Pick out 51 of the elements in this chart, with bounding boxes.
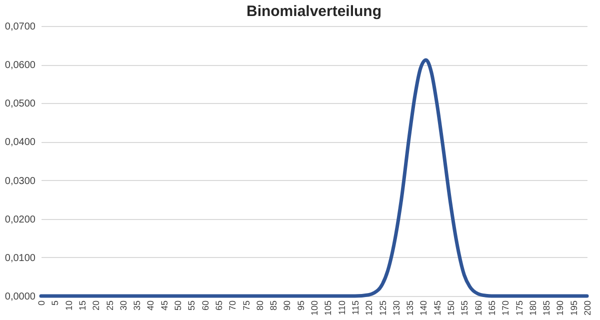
x-tick-label: 40 (146, 300, 156, 311)
x-tick-label: 135 (405, 300, 416, 316)
y-tick-label: 0,0300 (4, 176, 36, 187)
x-tick-label: 90 (282, 300, 292, 311)
y-tick-label: 0,0700 (4, 22, 36, 32)
x-tick-label: 75 (241, 300, 252, 311)
y-tick-label: 0,0100 (4, 252, 36, 264)
x-tick-label: 0 (36, 300, 46, 306)
x-tick-label: 100 (310, 300, 320, 316)
y-tick-label: 0,0400 (4, 137, 36, 148)
x-tick-label: 115 (350, 300, 360, 315)
x-tick-label: 50 (173, 300, 183, 311)
x-tick-label: 185 (542, 300, 552, 316)
x-tick-label: 30 (118, 300, 128, 311)
x-tick-label: 45 (159, 300, 170, 311)
x-tick-label: 120 (364, 300, 374, 316)
x-tick-label: 5 (50, 300, 60, 306)
x-tick-label: 180 (528, 300, 538, 316)
x-tick-label: 10 (64, 300, 74, 311)
y-tick-label: 0,0600 (4, 60, 36, 72)
x-tick-label: 170 (500, 300, 511, 316)
y-tick-label: 0,0500 (4, 98, 36, 110)
x-tick-label: 160 (473, 300, 484, 316)
x-tick-label: 145 (432, 300, 442, 316)
x-tick-label: 130 (391, 300, 402, 316)
line-series (39, 58, 589, 298)
y-tick-label: 0,0200 (4, 214, 36, 226)
x-tick-label: 105 (323, 300, 334, 316)
x-tick-label: 195 (568, 300, 579, 316)
x-tick-label: 20 (91, 300, 102, 311)
x-tick-label: 140 (418, 300, 429, 316)
x-tick-label: 15 (77, 300, 88, 311)
x-tick-label: 55 (186, 300, 197, 311)
x-tick-label: 60 (200, 300, 210, 311)
x-tick-label: 200 (582, 300, 592, 316)
x-tick-label: 85 (268, 300, 279, 311)
x-tick-label: 165 (486, 300, 497, 316)
x-tick-label: 155 (460, 300, 470, 316)
x-tick-label: 70 (228, 300, 238, 311)
x-tick-label: 190 (555, 300, 566, 316)
x-tick-label: 125 (378, 300, 388, 316)
x-tick-label: 25 (104, 300, 115, 311)
y-tick-label: 0,0000 (4, 292, 36, 302)
chart-title: Binomialverteilung (246, 3, 382, 20)
x-tick-label: 35 (132, 300, 142, 311)
x-tick-label: 150 (446, 300, 456, 316)
x-tick-label: 110 (336, 300, 347, 315)
x-tick-label: 65 (214, 300, 224, 311)
x-tick-label: 175 (514, 300, 524, 316)
x-tick-label: 95 (296, 300, 306, 311)
x-tick-label: 80 (254, 300, 265, 311)
